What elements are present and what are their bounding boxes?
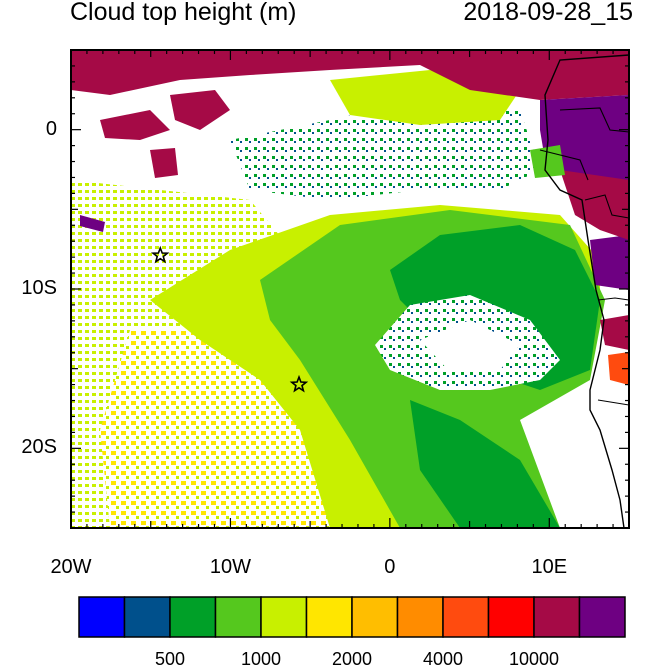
colorbar-swatch xyxy=(533,596,581,638)
high-cloud-land xyxy=(560,170,629,240)
high-cloud-patch-2 xyxy=(170,90,230,130)
country-border-3 xyxy=(597,297,629,301)
country-border-5 xyxy=(539,149,589,181)
colorbar-swatch xyxy=(396,596,444,638)
colorbar-label: 4000 xyxy=(422,649,464,669)
lon-tick-label: 20W xyxy=(50,556,92,578)
colorbar-swatch xyxy=(305,596,353,638)
lat-tick-label: 10S xyxy=(21,277,57,299)
country-border-2 xyxy=(584,194,629,219)
colorbar xyxy=(78,596,626,638)
deep-convection-land-2 xyxy=(590,235,629,290)
high-cloud-patch-3 xyxy=(150,148,178,178)
lat-tick-label: 20S xyxy=(21,436,57,459)
high-cloud-north xyxy=(71,50,629,100)
colorbar-swatch xyxy=(214,596,262,638)
plume-dark-green-south xyxy=(410,400,560,528)
country-border-4 xyxy=(597,399,629,406)
colorbar-swatch xyxy=(123,596,171,638)
cloud-field xyxy=(71,50,629,528)
star-marker xyxy=(289,374,309,393)
clear-hole-inner xyxy=(420,320,520,372)
purple-streak-west xyxy=(80,215,105,232)
axis-ticks xyxy=(70,49,630,529)
timestamp-label: 2018-09-28_15 xyxy=(463,0,633,26)
orange-cloud-land xyxy=(608,352,629,385)
lat-tick-label: 0 xyxy=(45,117,57,140)
colorbar-label: 10000 xyxy=(508,649,560,669)
colorbar-swatch xyxy=(487,596,535,638)
colorbar-swatch xyxy=(169,596,217,638)
colorbar-swatch xyxy=(442,596,490,638)
high-cloud-patch-1 xyxy=(100,110,170,140)
colorbar-swatch xyxy=(78,596,126,638)
lon-tick-label: 10E xyxy=(531,556,568,578)
star-marker xyxy=(150,245,170,264)
colorbar-label: 500 xyxy=(154,649,186,669)
colorbar-label: 1000 xyxy=(240,649,282,669)
green-patch-land xyxy=(530,145,565,178)
colorbar-swatch xyxy=(578,596,626,638)
africa-coastline xyxy=(544,54,629,528)
lon-tick-label: 10W xyxy=(209,556,251,578)
colorbar-label: 2000 xyxy=(331,649,373,669)
north-green-cloud xyxy=(230,100,540,200)
colorbar-swatch xyxy=(260,596,308,638)
colorbar-swatch xyxy=(351,596,399,638)
high-cloud-land-2 xyxy=(600,315,629,350)
country-border-1 xyxy=(559,107,629,133)
lon-tick-label: 0 xyxy=(384,556,396,578)
star-markers xyxy=(150,245,309,393)
plot-title: Cloud top height (m) xyxy=(70,0,297,26)
